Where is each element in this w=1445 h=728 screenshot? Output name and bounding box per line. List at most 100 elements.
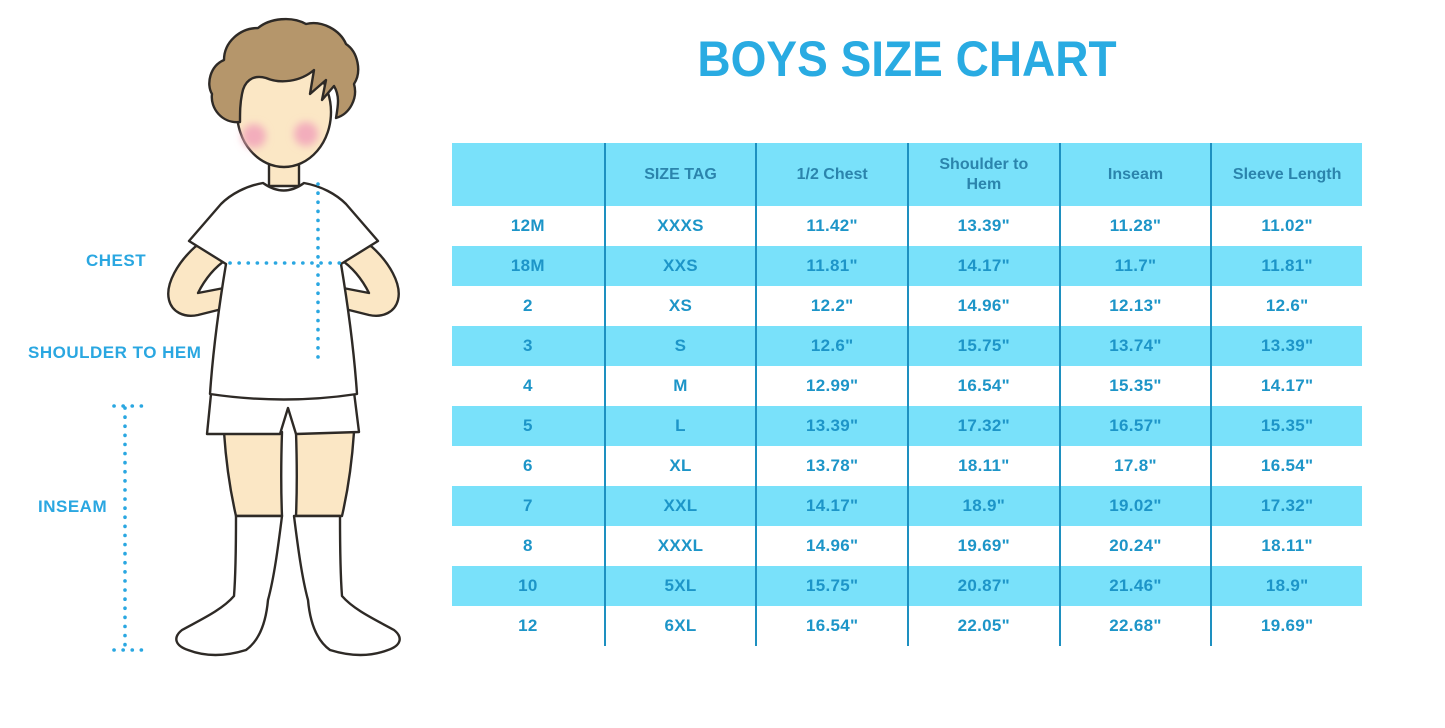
measurement-figure: CHEST SHOULDER TO HEM INSEAM xyxy=(0,0,450,723)
table-cell: 12M xyxy=(510,216,545,235)
boy-figure-illustration xyxy=(112,17,401,657)
table-row: 12 6XL 16.54" 22.05" 22.68" 19.69" xyxy=(452,606,1362,646)
boy-hair xyxy=(208,17,360,124)
table-cell: 20.24" xyxy=(1058,526,1211,566)
table-cell: 4 xyxy=(522,376,533,395)
table-cell: 19.69" xyxy=(907,526,1059,566)
table-cell: 12.2" xyxy=(755,286,907,326)
table-cell: 6XL xyxy=(603,606,756,646)
header-cell: SIZE TAG xyxy=(603,143,756,206)
table-cell: 19.69" xyxy=(1210,606,1362,646)
table-cell: 11.7" xyxy=(1058,246,1211,286)
table-row: 2 XS 12.2" 14.96" 12.13" 12.6" xyxy=(452,286,1362,326)
header-cell: 1/2 Chest xyxy=(755,143,907,206)
table-cell: XXXS xyxy=(603,206,756,246)
measure-label-chest: CHEST xyxy=(86,251,147,270)
table-cell: 11.81" xyxy=(755,246,907,286)
table-cell: 17.32" xyxy=(1210,486,1362,526)
table-cell: 13.78" xyxy=(755,446,907,486)
table-cell: XXXL xyxy=(603,526,756,566)
table-cell: 8 xyxy=(522,536,533,555)
table-cell: 13.39" xyxy=(755,406,907,446)
table-cell: XXL xyxy=(603,486,756,526)
table-cell: S xyxy=(603,326,756,366)
page-title: BOYS SIZE CHART xyxy=(697,31,1117,87)
table-cell: 18.9" xyxy=(1210,566,1362,606)
table-cell: 11.81" xyxy=(1210,246,1362,286)
table-cell: 15.35" xyxy=(1058,366,1211,406)
table-cell: 18.11" xyxy=(907,446,1059,486)
header-cell xyxy=(452,143,604,206)
table-row: 18M XXS 11.81" 14.17" 11.7" 11.81" xyxy=(452,246,1362,286)
table-cell: 16.54" xyxy=(755,606,907,646)
table-row: 7 XXL 14.17" 18.9" 19.02" 17.32" xyxy=(452,486,1362,526)
table-cell: 15.35" xyxy=(1210,406,1362,446)
table-cell: 20.87" xyxy=(907,566,1059,606)
boy-leg-left xyxy=(222,430,284,518)
measure-label-shoulder-to-hem: SHOULDER TO HEM xyxy=(28,343,202,362)
table-cell: 5XL xyxy=(603,566,756,606)
boy-sock-left xyxy=(175,514,284,657)
header-cell: Shoulder to Hem xyxy=(907,143,1059,206)
table-cell: 12.6" xyxy=(1210,286,1362,326)
table-cell: XXS xyxy=(603,246,756,286)
table-cell: 14.17" xyxy=(907,246,1059,286)
boy-leg-right xyxy=(294,430,356,518)
table-row: 8 XXXL 14.96" 19.69" 20.24" 18.11" xyxy=(452,526,1362,566)
table-cell: 13.39" xyxy=(907,206,1059,246)
table-header-row: SIZE TAG 1/2 Chest Shoulder to Hem Inseam Sl… xyxy=(452,143,1362,206)
table-row: 6 XL 13.78" 18.11" 17.8" 16.54" xyxy=(452,446,1362,486)
table-cell: 18.9" xyxy=(907,486,1059,526)
boy-blush-left xyxy=(242,124,266,148)
table-cell: 6 xyxy=(522,456,533,475)
table-cell: 12 xyxy=(518,616,538,635)
table-cell: 3 xyxy=(522,336,533,355)
table-row: 12M XXXS 11.42" 13.39" 11.28" 11.02" xyxy=(452,206,1362,246)
header-cell: Sleeve Length xyxy=(1210,143,1362,206)
boy-sock-right xyxy=(292,514,401,657)
table-cell: M xyxy=(603,366,756,406)
boy-shirt xyxy=(187,181,380,401)
table-cell: 15.75" xyxy=(755,566,907,606)
table-cell: 17.8" xyxy=(1058,446,1211,486)
table-cell: 12.13" xyxy=(1058,286,1211,326)
table-cell: 14.96" xyxy=(907,286,1059,326)
boy-blush-right xyxy=(294,122,318,146)
table-cell: 17.32" xyxy=(907,406,1059,446)
table-cell: 11.42" xyxy=(755,206,907,246)
table-cell: 16.54" xyxy=(1210,446,1362,486)
table-cell: L xyxy=(603,406,756,446)
table-cell: 13.74" xyxy=(1058,326,1211,366)
table-cell: 22.05" xyxy=(907,606,1059,646)
table-cell: 21.46" xyxy=(1058,566,1211,606)
table-cell: 18.11" xyxy=(1210,526,1362,566)
table-cell: 14.96" xyxy=(755,526,907,566)
table-cell: XS xyxy=(603,286,756,326)
table-cell: 16.57" xyxy=(1058,406,1211,446)
table-cell: 11.28" xyxy=(1058,206,1211,246)
boy-arm-left xyxy=(167,244,232,317)
table-cell: 13.39" xyxy=(1210,326,1362,366)
measure-label-inseam: INSEAM xyxy=(38,497,108,516)
table-cell: 18M xyxy=(510,256,545,275)
table-row: 3 S 12.6" 15.75" 13.74" 13.39" xyxy=(452,326,1362,366)
table-cell: 14.17" xyxy=(755,486,907,526)
header-cell: Inseam xyxy=(1058,143,1211,206)
table-cell: 16.54" xyxy=(907,366,1059,406)
table-cell: 12.99" xyxy=(755,366,907,406)
table-row: 10 5XL 15.75" 20.87" 21.46" 18.9" xyxy=(452,566,1362,606)
table-cell: 19.02" xyxy=(1058,486,1211,526)
table-row: 4 M 12.99" 16.54" 15.35" 14.17" xyxy=(452,366,1362,406)
table-cell: 10 xyxy=(518,576,538,595)
boy-arm-right xyxy=(335,244,400,317)
table-cell: XL xyxy=(603,446,756,486)
table-cell: 5 xyxy=(522,416,533,435)
size-table: SIZE TAG 1/2 Chest Shoulder to Hem Inseam Sl… xyxy=(452,143,1362,646)
table-cell: 11.02" xyxy=(1210,206,1362,246)
table-row: 5 L 13.39" 17.32" 16.57" 15.35" xyxy=(452,406,1362,446)
table-cell: 14.17" xyxy=(1210,366,1362,406)
table-cell: 7 xyxy=(522,496,533,515)
table-cell: 2 xyxy=(522,296,533,315)
table-cell: 15.75" xyxy=(907,326,1059,366)
table-cell: 22.68" xyxy=(1058,606,1211,646)
